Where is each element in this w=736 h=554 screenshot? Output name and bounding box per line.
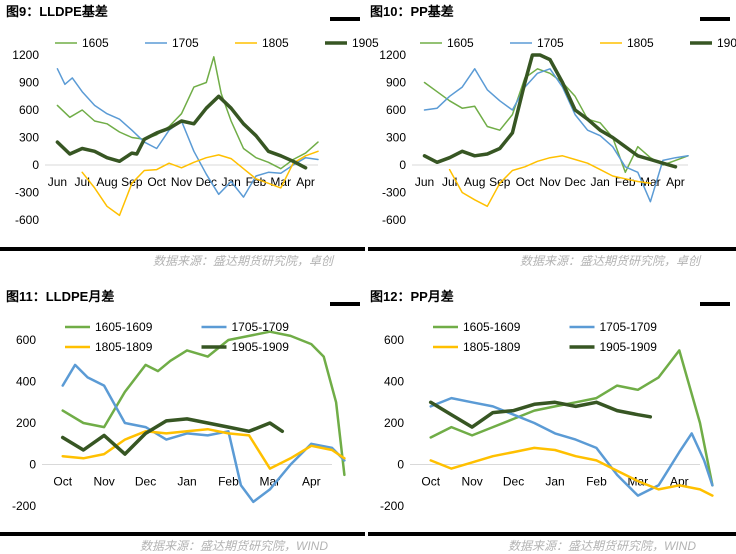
y-tick-label: 200 [384,416,404,430]
legend-label: 1605-1609 [463,320,521,334]
x-tick-label: Nov [461,475,482,489]
legend-label: 1705-1709 [600,320,658,334]
x-tick-label: Jan [545,475,564,489]
y-tick-label: -200 [380,499,404,513]
series-line-1905-1909 [431,402,651,427]
source-note: 数据来源：盛达期货研究院，WIND [508,537,696,554]
legend-label: 1805-1809 [463,340,521,354]
y-tick-label: 600 [384,333,404,347]
legend-label: 1905-1909 [600,340,658,354]
y-tick-label: 400 [384,375,404,389]
y-tick-label: 0 [397,458,404,472]
x-tick-label: Dec [503,475,524,489]
separator-bar [368,532,736,536]
x-tick-label: Oct [421,475,440,489]
x-tick-label: Feb [586,475,607,489]
